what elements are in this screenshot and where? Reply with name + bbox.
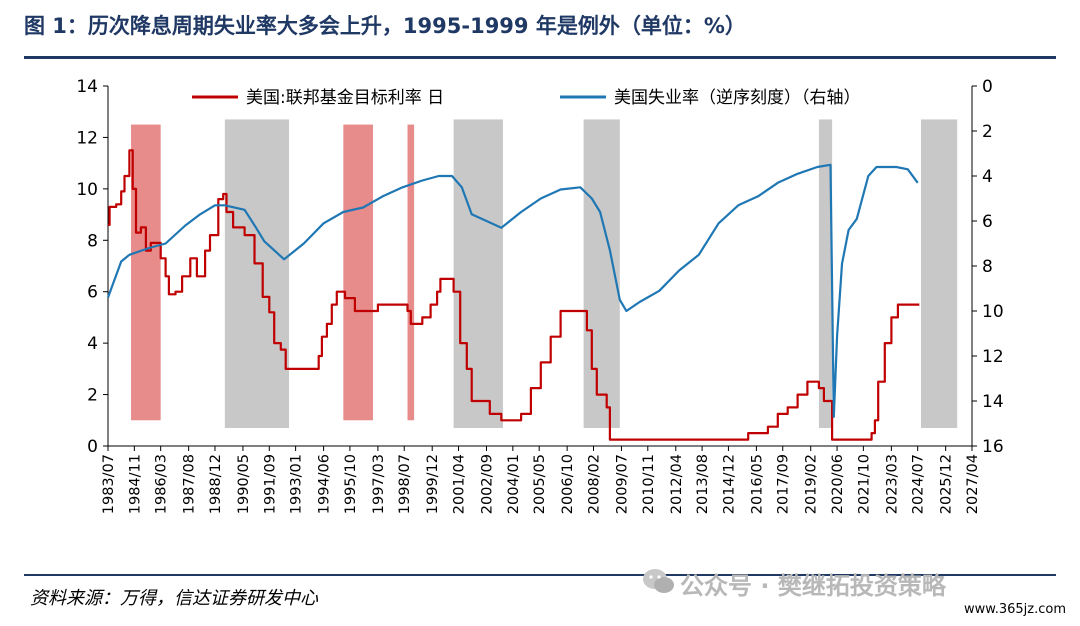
shaded-period-1 xyxy=(131,124,161,421)
x-tick-label: 1993/01 xyxy=(289,454,305,514)
x-tick-label: 2023/03 xyxy=(884,454,900,514)
source-note: 资料来源：万得，信达证券研发中心 xyxy=(30,588,318,609)
legend-bg-1 xyxy=(188,84,540,110)
x-tick-label: 2024/07 xyxy=(911,454,927,514)
series-lines xyxy=(106,149,920,441)
y-right-tick-label: 10 xyxy=(982,302,1004,322)
tick-labels: 0 2 4 6 8 10 12 14 0 2 4 6 8 10 12 14 16 1983/07 1984/11 19… xyxy=(76,77,1003,514)
wechat-icon xyxy=(643,569,674,593)
x-tick-label: 1988/12 xyxy=(208,454,224,514)
shaded-period-7 xyxy=(818,119,833,428)
shaded-period-3 xyxy=(343,124,373,421)
series-line-1 xyxy=(108,149,920,441)
y-left-tick-label: 0 xyxy=(87,437,98,457)
y-left-tick-label: 6 xyxy=(87,283,98,303)
x-tick-label: 2013/08 xyxy=(695,454,711,514)
watermark-text: 公众号 · 樊继拓投资策略 xyxy=(680,572,946,600)
x-tick-label: 1987/08 xyxy=(182,454,198,514)
shaded-period-8 xyxy=(920,119,958,428)
legend-label-2: 美国失业率（逆序刻度）（右轴） xyxy=(614,88,861,108)
x-tick-label: 2017/09 xyxy=(776,454,792,514)
x-tick-label: 1995/10 xyxy=(343,454,359,514)
x-tick-label: 2002/09 xyxy=(480,454,496,514)
shaded-periods xyxy=(131,119,958,428)
site-watermark: www.365jz.com xyxy=(964,602,1066,617)
footer-divider xyxy=(24,574,1056,576)
y-right-tick-label: 6 xyxy=(982,212,993,232)
x-tick-label: 1999/12 xyxy=(425,454,441,514)
shaded-period-4 xyxy=(407,124,415,421)
x-tick-label: 2010/11 xyxy=(641,454,657,514)
x-tick-label: 2006/10 xyxy=(560,454,576,514)
x-tick-label: 1991/09 xyxy=(262,454,278,514)
x-tick-label: 2004/01 xyxy=(506,454,522,514)
x-tick-label: 1983/07 xyxy=(101,454,117,514)
watermark: 公众号 · 樊继拓投资策略 xyxy=(640,566,946,601)
x-tick-label: 1990/05 xyxy=(236,454,252,514)
legend-label-1: 美国:联邦基金目标利率 日 xyxy=(246,88,444,108)
x-tick-label: 1994/06 xyxy=(317,454,333,514)
legend-bg-2 xyxy=(556,84,948,110)
x-tick-label: 2008/02 xyxy=(586,454,602,514)
x-tick-label: 2019/02 xyxy=(804,454,820,514)
x-tick-label: 2009/07 xyxy=(614,454,630,514)
y-right-tick-label: 2 xyxy=(982,122,993,142)
y-left-tick-label: 14 xyxy=(76,77,98,97)
legend: 美国:联邦基金目标利率 日 美国失业率（逆序刻度）（右轴） xyxy=(188,84,948,110)
x-tick-label: 2020/06 xyxy=(830,454,846,514)
x-tick-label: 1984/11 xyxy=(127,454,143,514)
y-right-tick-label: 8 xyxy=(982,257,993,277)
y-left-tick-label: 2 xyxy=(87,386,98,406)
shaded-period-5 xyxy=(453,119,503,428)
shaded-period-2 xyxy=(224,119,290,428)
x-tick-label: 2016/05 xyxy=(749,454,765,514)
y-left-tick-label: 4 xyxy=(87,334,98,354)
y-left-tick-label: 12 xyxy=(76,128,98,148)
y-left-tick-label: 8 xyxy=(87,231,98,251)
title-divider xyxy=(24,56,1056,59)
x-tick-label: 2027/04 xyxy=(965,454,981,514)
page-title: 图 1：历次降息周期失业率大多会上升，1995-1999 年是例外（单位：%） xyxy=(24,14,746,38)
chart: 0 2 4 6 8 10 12 14 0 2 4 6 8 10 12 14 16 1983/07 1984/11 19… xyxy=(76,77,1003,514)
x-tick-label: 2012/04 xyxy=(669,454,685,514)
y-right-tick-label: 0 xyxy=(982,77,993,97)
y-right-tick-label: 12 xyxy=(982,347,1004,367)
x-tick-label: 2014/12 xyxy=(721,454,737,514)
y-right-tick-label: 14 xyxy=(982,392,1004,412)
y-left-tick-label: 10 xyxy=(76,180,98,200)
x-tick-label: 2025/12 xyxy=(939,454,955,514)
x-tick-label: 1997/03 xyxy=(371,454,387,514)
y-right-tick-label: 16 xyxy=(982,437,1004,457)
x-tick-label: 2021/10 xyxy=(856,454,872,514)
x-tick-label: 2005/05 xyxy=(532,454,548,514)
y-right-tick-label: 4 xyxy=(982,167,993,187)
x-tick-label: 1998/07 xyxy=(397,454,413,514)
x-tick-label: 1986/03 xyxy=(154,454,170,514)
series-line-2 xyxy=(106,163,919,418)
x-tick-label: 2001/04 xyxy=(452,454,468,514)
